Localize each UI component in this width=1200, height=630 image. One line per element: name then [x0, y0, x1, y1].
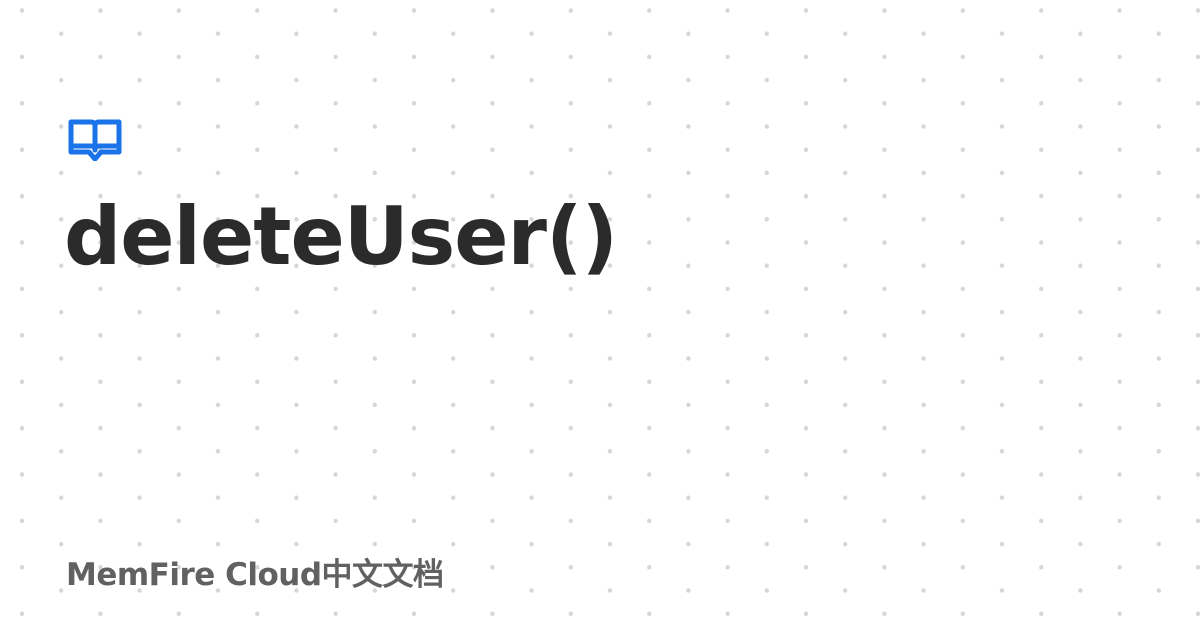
site-name: MemFire Cloud中文文档: [66, 557, 444, 593]
open-book-icon: [68, 119, 122, 161]
page-title: deleteUser(): [64, 190, 618, 283]
